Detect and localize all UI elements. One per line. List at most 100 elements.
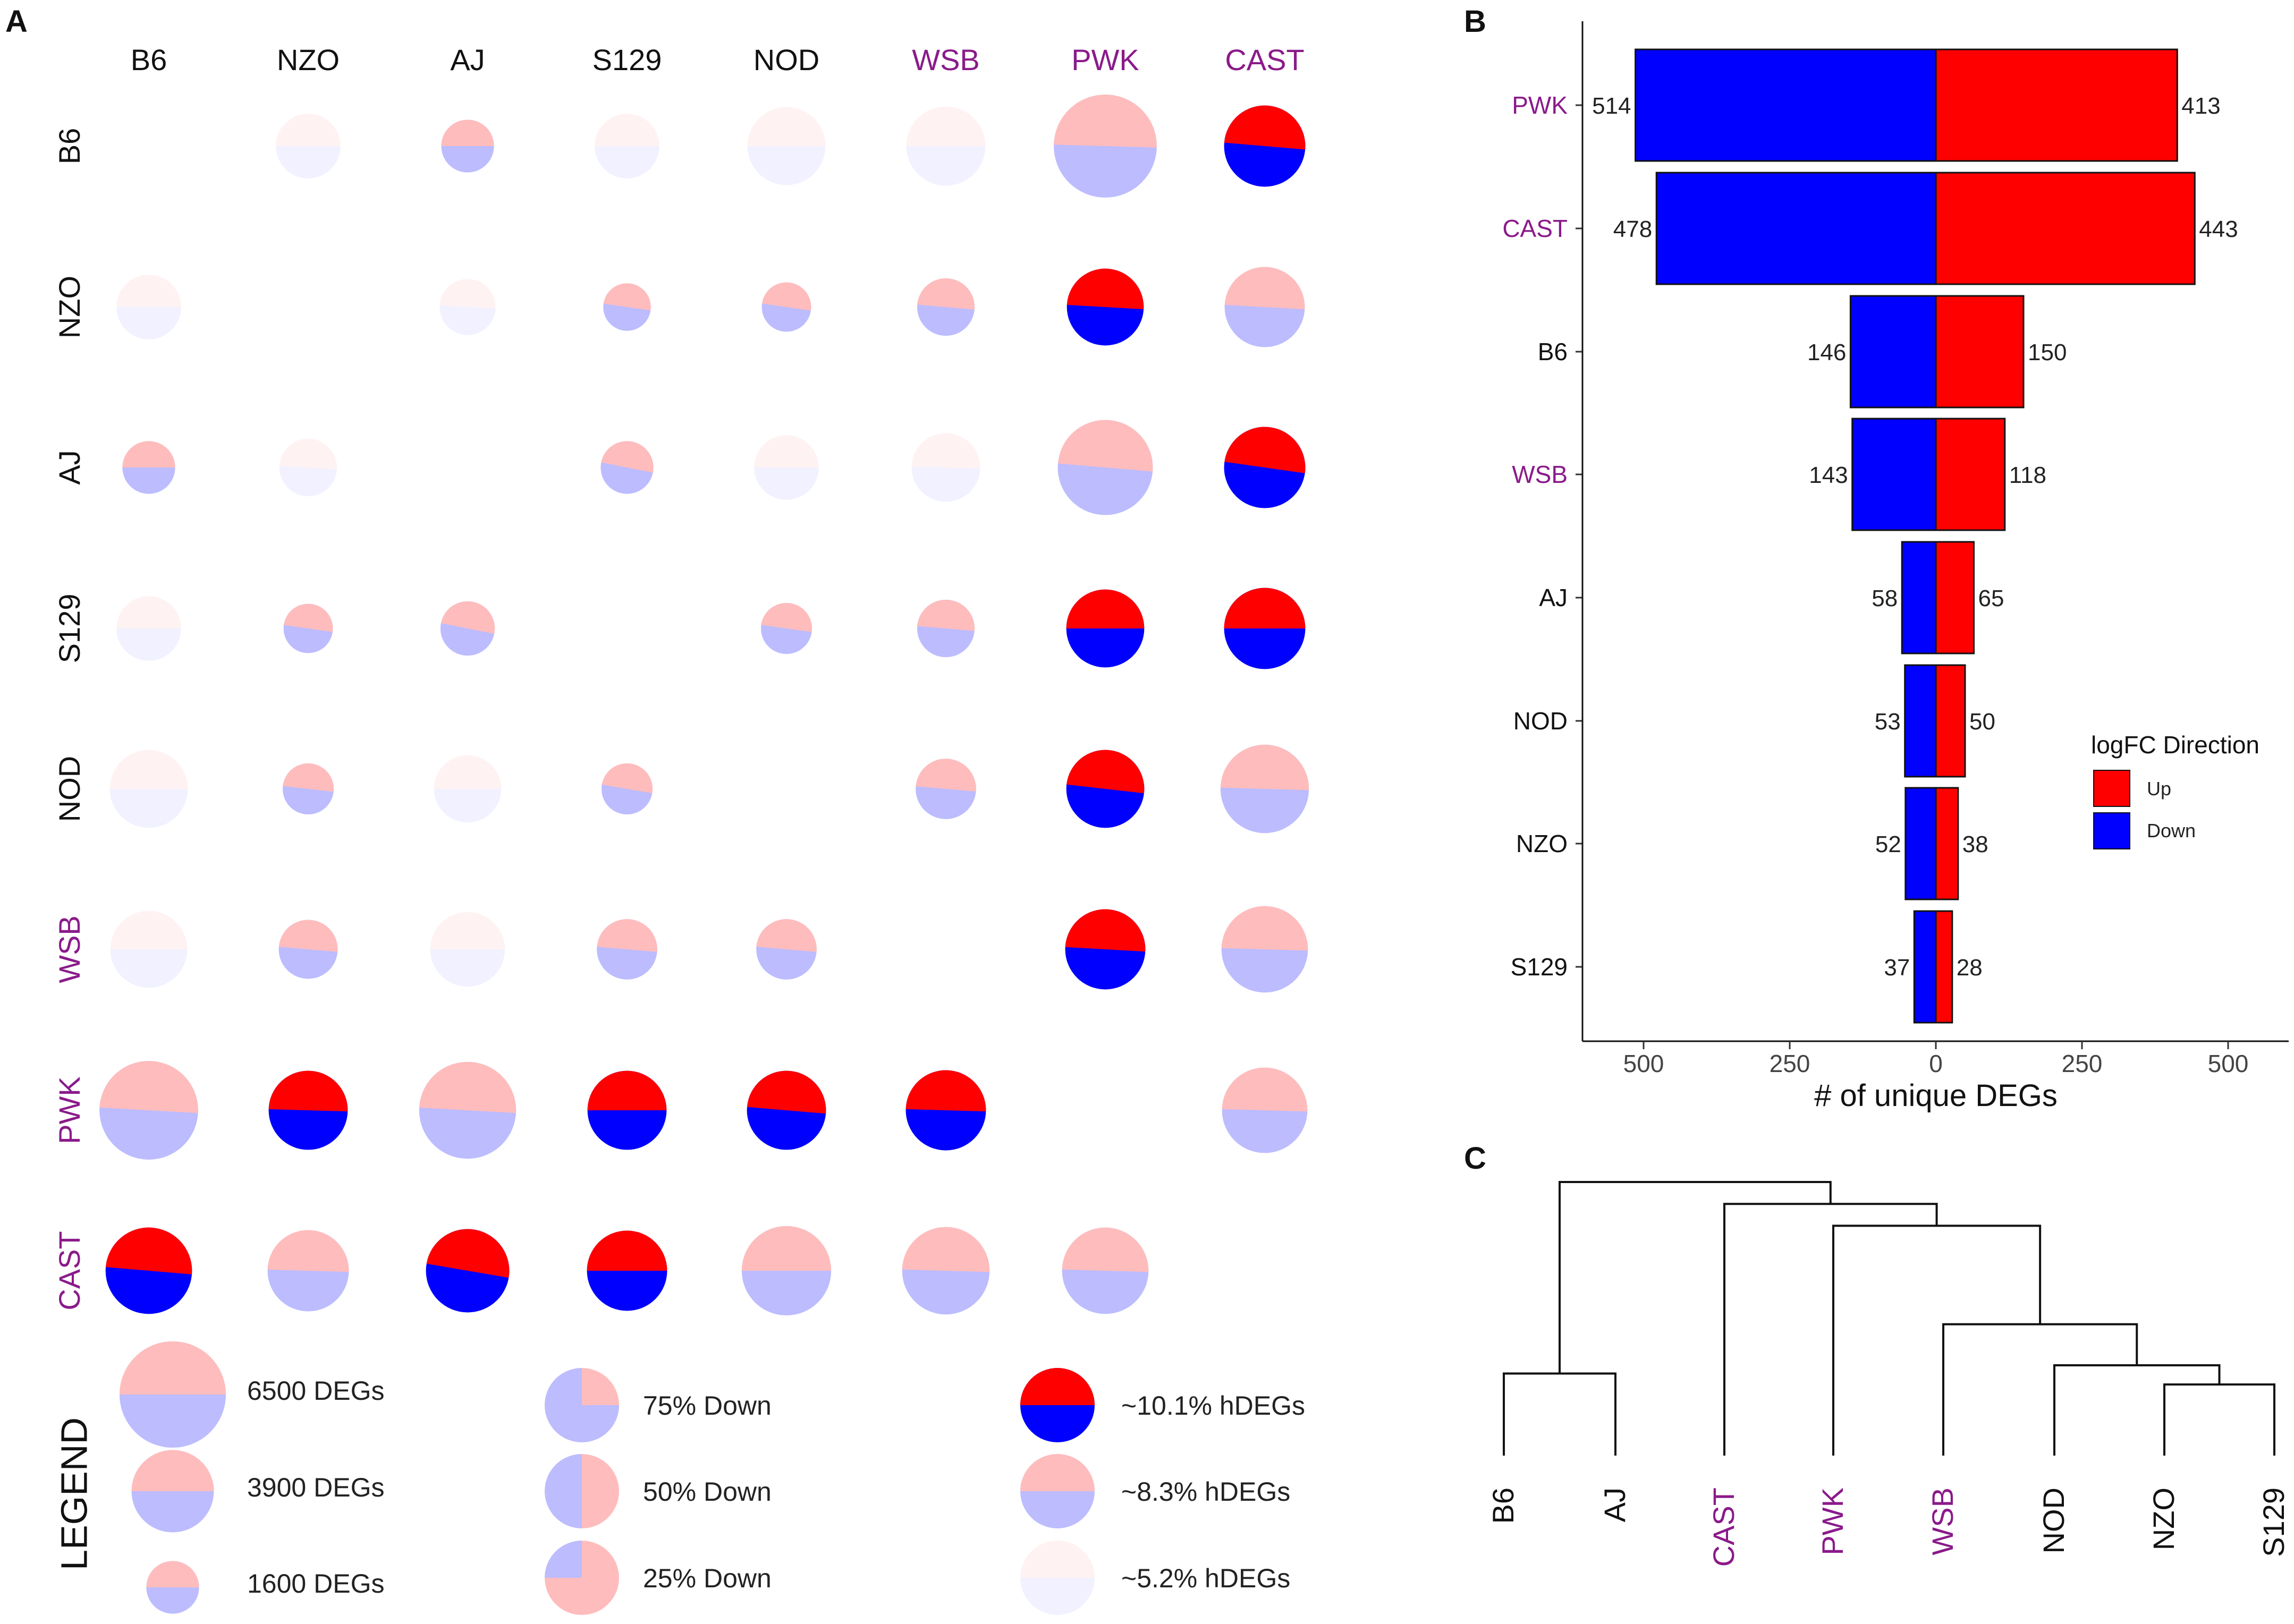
legend-down-label: 75% Down <box>643 1391 772 1421</box>
pie-wsb-vs-cast <box>1221 906 1308 993</box>
column-label-nod: NOD <box>754 43 819 76</box>
dendrogram-merge-2 <box>2163 1383 2275 1456</box>
pie-b6-vs-s129 <box>595 114 659 178</box>
pie-s129-vs-wsb <box>917 599 975 658</box>
pie-pwk-vs-s129-up <box>587 1070 667 1110</box>
legend-title: LEGEND <box>53 1417 95 1570</box>
pie-b6-vs-wsb <box>906 106 986 186</box>
pie-b6-vs-nzo-up <box>276 114 341 146</box>
bar-down-value: 146 <box>1807 339 1846 365</box>
pie-aj-vs-nod-up <box>754 435 819 467</box>
legend-size-pie-1600-up <box>146 1561 199 1587</box>
pie-pwk-vs-b6-up <box>99 1061 198 1113</box>
pie-cast-vs-b6 <box>105 1227 192 1314</box>
bar-category-label: NOD <box>1513 707 1568 735</box>
legend-hdeg-pie-strong-up <box>1020 1368 1095 1405</box>
bar-down-cast <box>1655 172 1937 285</box>
row-label-nzo: NZO <box>53 276 86 338</box>
legend-down-pie-50 <box>545 1454 619 1528</box>
pie-wsb-vs-aj-up <box>430 912 505 949</box>
pie-pwk-vs-s129 <box>587 1070 667 1150</box>
pie-cast-vs-nzo-up <box>267 1230 349 1272</box>
row-label-cast: CAST <box>53 1231 86 1310</box>
x-tick-label: 250 <box>2062 1050 2103 1077</box>
bar-category-label: B6 <box>1538 338 1568 365</box>
pie-nod-vs-cast-up <box>1220 744 1309 790</box>
pie-wsb-vs-pwk-up <box>1065 909 1146 952</box>
pie-wsb-vs-s129-up <box>597 919 657 952</box>
bar-down-nzo <box>1904 787 1937 900</box>
pie-nzo-vs-nod-up <box>762 282 811 311</box>
pie-nod-vs-b6-up <box>109 750 188 789</box>
column-label-nzo: NZO <box>277 43 340 76</box>
pie-aj-vs-b6-up <box>122 441 175 467</box>
legend-size-pie-3900 <box>131 1450 214 1533</box>
pie-aj-vs-nod <box>754 435 819 500</box>
pie-cast-vs-aj-up <box>426 1229 510 1278</box>
legend-swatch-up <box>2093 770 2130 807</box>
pie-nod-vs-nzo <box>282 763 334 815</box>
pie-wsb-vs-nod <box>756 919 817 980</box>
legend-hdeg-pie-mid-up <box>1020 1454 1095 1491</box>
pie-cast-vs-nzo <box>267 1230 349 1312</box>
pie-b6-vs-pwk <box>1054 95 1157 198</box>
pie-pwk-vs-nod <box>747 1070 826 1150</box>
pie-nod-vs-wsb-up <box>916 759 976 792</box>
pie-s129-vs-pwk <box>1066 589 1145 668</box>
bar-down-s129 <box>1913 910 1937 1024</box>
legend-down-pie-down <box>545 1454 582 1528</box>
dendrogram-leaf-nod: NOD <box>2037 1487 2070 1553</box>
pie-s129-vs-cast-up <box>1224 588 1306 628</box>
bar-up-b6 <box>1935 295 2025 409</box>
pie-aj-vs-nzo <box>279 438 337 497</box>
pie-cast-vs-wsb-up <box>902 1227 990 1272</box>
pie-nzo-vs-aj <box>439 279 496 335</box>
pie-b6-vs-pwk-up <box>1054 95 1157 148</box>
legend-down-label: 25% Down <box>643 1563 772 1593</box>
legend-down-pie-down <box>545 1368 619 1442</box>
pie-nzo-vs-cast-up <box>1224 267 1305 310</box>
bar-category-label: CAST <box>1502 215 1568 242</box>
pie-s129-vs-aj <box>440 601 495 656</box>
bar-category-label: WSB <box>1512 461 1568 488</box>
pie-s129-vs-aj-up <box>441 601 495 634</box>
pie-nzo-vs-s129-up <box>603 283 651 311</box>
pie-nod-vs-s129 <box>601 763 653 815</box>
legend-hdeg-label: ~5.2% hDEGs <box>1121 1563 1290 1593</box>
pie-wsb-vs-b6-up <box>110 911 188 949</box>
pie-nod-vs-b6 <box>109 750 188 828</box>
bar-down-b6 <box>1849 295 1937 409</box>
dendrogram-leaf-cast: CAST <box>1707 1487 1740 1567</box>
pie-aj-vs-s129 <box>600 441 654 494</box>
pie-pwk-vs-b6 <box>99 1061 198 1160</box>
pie-cast-vs-pwk-up <box>1062 1227 1149 1272</box>
legend-hdeg-pie-light-up <box>1020 1541 1095 1578</box>
pie-nod-vs-nzo-up <box>283 763 334 792</box>
legend-down-pie-25 <box>545 1541 619 1615</box>
bar-down-value: 53 <box>1875 709 1901 735</box>
bar-up-nod <box>1935 664 1966 778</box>
pie-wsb-vs-b6 <box>110 911 188 988</box>
legend-hdeg-pie-light <box>1020 1541 1095 1615</box>
legend-size-pie-1600 <box>146 1561 199 1614</box>
dendrogram-leaf-pwk: PWK <box>1816 1487 1849 1555</box>
dendrogram-merge-1 <box>1503 1372 1616 1456</box>
bar-up-value: 65 <box>1978 585 2004 611</box>
pie-cast-vs-pwk <box>1062 1227 1149 1314</box>
bar-up-s129 <box>1935 910 1953 1024</box>
panel-b-bar-chart: B 514 413 478 443 146 150 143 118 58 65 53 50 52 38 37… <box>1464 4 2289 1113</box>
row-label-wsb: WSB <box>53 915 86 983</box>
legend-down-label: 50% Down <box>643 1477 772 1507</box>
pie-nzo-vs-s129 <box>603 283 651 331</box>
pie-s129-vs-nod-up <box>761 602 812 632</box>
pie-nzo-vs-pwk <box>1066 268 1144 346</box>
panel-label-c: C <box>1464 1141 1486 1176</box>
bar-down-aj <box>1901 541 1937 654</box>
dendrogram-leaf-b6: B6 <box>1486 1487 1520 1524</box>
pie-aj-vs-wsb-up <box>911 433 980 469</box>
pie-pwk-vs-aj <box>419 1061 517 1159</box>
legend-size-label: 6500 DEGs <box>247 1376 384 1406</box>
row-label-s129: S129 <box>53 594 86 664</box>
panel-a-pie-matrix: A B6 NZO AJ S129 NOD WSB PWK CAST B6 NZO AJ S129 NO… <box>5 4 1309 1615</box>
dendrogram-leaf-aj: AJ <box>1598 1487 1631 1522</box>
